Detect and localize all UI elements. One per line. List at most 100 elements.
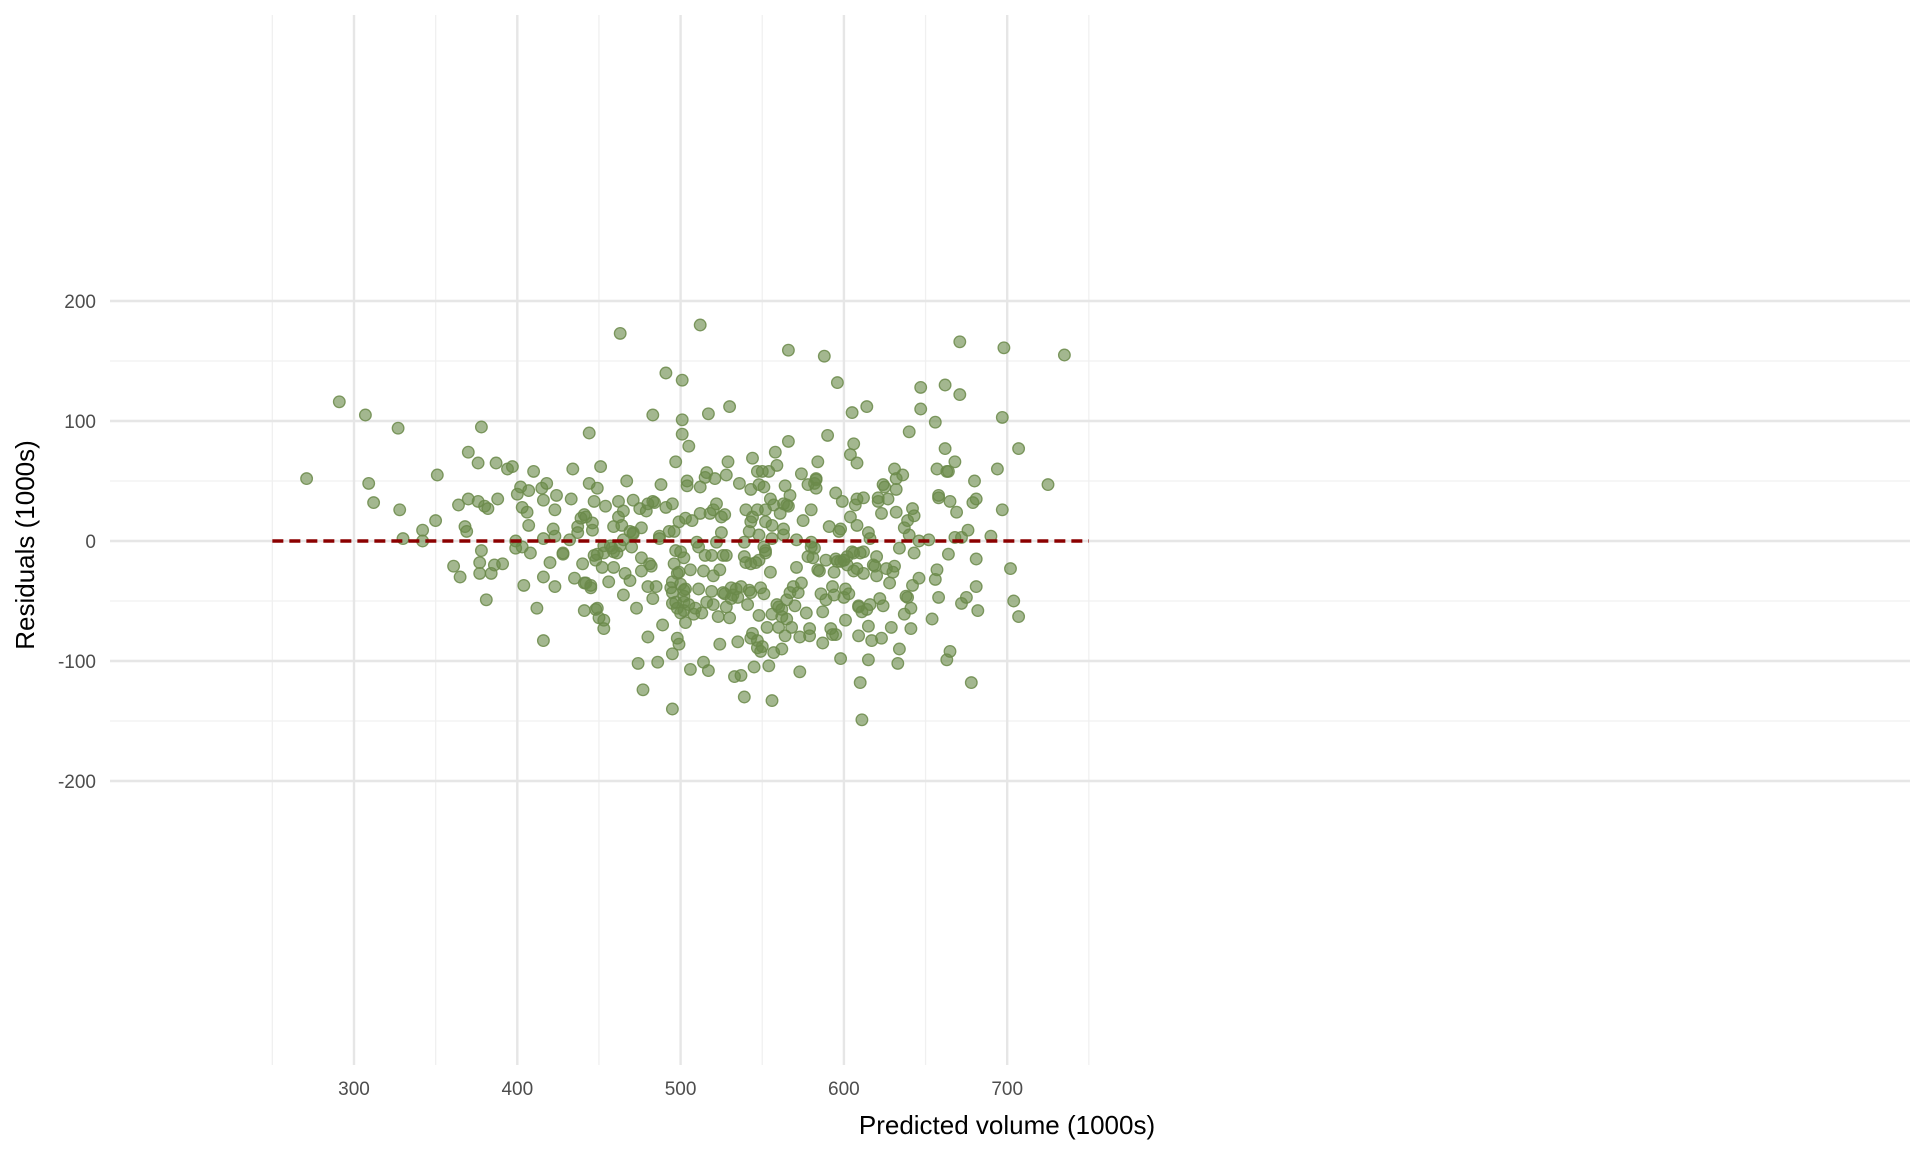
- data-point: [646, 592, 660, 606]
- data-point: [904, 622, 918, 636]
- data-point: [811, 455, 825, 469]
- data-point: [566, 462, 580, 476]
- data-point: [777, 522, 790, 536]
- data-point: [680, 479, 694, 493]
- data-point: [416, 523, 430, 537]
- data-point: [654, 478, 668, 492]
- data-point: [765, 518, 779, 532]
- data-point: [672, 565, 686, 579]
- data-point: [693, 318, 707, 332]
- data-point: [584, 581, 598, 595]
- data-point: [1012, 610, 1026, 624]
- data-point: [723, 400, 737, 414]
- data-point: [430, 468, 444, 482]
- data-point: [626, 493, 640, 507]
- data-point: [556, 547, 570, 561]
- data-point: [816, 605, 830, 619]
- data-point: [888, 559, 901, 573]
- data-point: [902, 425, 916, 439]
- data-point: [672, 637, 686, 651]
- data-point: [878, 480, 892, 494]
- data-point: [943, 494, 957, 508]
- data-point: [1012, 442, 1026, 456]
- data-point: [884, 620, 898, 634]
- data-point: [969, 492, 983, 506]
- data-point: [746, 451, 759, 465]
- data-point: [752, 608, 766, 622]
- data-point: [948, 455, 962, 469]
- data-point: [812, 564, 826, 578]
- data-point: [990, 462, 1004, 476]
- data-point: [870, 569, 884, 583]
- data-point: [759, 546, 772, 560]
- data-point: [429, 514, 443, 528]
- data-point: [781, 434, 795, 448]
- data-point: [1041, 478, 1055, 492]
- data-point: [783, 488, 797, 502]
- data-point: [1057, 348, 1071, 362]
- data-point: [452, 498, 465, 512]
- data-point: [803, 629, 817, 643]
- data-point: [889, 505, 903, 519]
- data-point: [817, 349, 831, 363]
- data-point: [1004, 562, 1017, 576]
- data-point: [757, 480, 771, 494]
- data-point: [755, 640, 769, 654]
- data-point: [875, 506, 888, 520]
- data-point: [734, 668, 748, 682]
- data-point: [683, 563, 697, 577]
- data-point: [731, 635, 745, 649]
- data-point: [781, 343, 795, 357]
- data-point: [548, 503, 562, 517]
- data-point: [713, 563, 727, 577]
- data-point: [827, 565, 841, 579]
- data-point: [941, 547, 955, 561]
- data-point: [847, 437, 861, 451]
- data-point: [577, 604, 591, 618]
- data-point: [620, 474, 634, 488]
- data-point: [682, 439, 696, 453]
- data-point: [930, 563, 944, 577]
- x-tick-label: 400: [501, 1079, 533, 1100]
- data-point: [928, 415, 942, 429]
- data-point: [857, 491, 870, 505]
- data-point: [708, 472, 722, 486]
- data-point: [969, 552, 983, 566]
- data-point: [481, 502, 495, 516]
- data-point: [785, 620, 799, 634]
- data-point: [714, 526, 728, 540]
- data-point: [522, 484, 536, 498]
- data-point: [474, 544, 488, 558]
- y-tick-label: 200: [64, 292, 96, 313]
- data-point: [679, 616, 692, 630]
- data-point: [829, 628, 843, 642]
- data-point: [790, 560, 803, 574]
- data-point: [732, 476, 746, 490]
- data-point: [471, 456, 485, 470]
- x-tick-label: 600: [828, 1079, 860, 1100]
- data-point: [599, 499, 612, 513]
- data-point: [881, 492, 895, 506]
- y-tick-label: -200: [58, 772, 96, 793]
- data-point: [692, 582, 706, 596]
- data-point: [665, 497, 679, 511]
- data-point: [953, 335, 967, 349]
- data-point: [875, 631, 888, 645]
- data-point: [701, 407, 715, 421]
- data-point: [943, 644, 957, 658]
- data-point: [491, 492, 505, 506]
- data-point: [636, 683, 650, 697]
- data-point: [870, 550, 884, 564]
- data-point: [719, 468, 733, 482]
- data-point: [576, 557, 590, 571]
- data-point: [892, 541, 906, 555]
- data-point: [995, 410, 1009, 424]
- data-point: [536, 493, 550, 507]
- data-point: [550, 488, 563, 502]
- data-point: [594, 460, 608, 474]
- data-point: [718, 508, 732, 522]
- data-point: [473, 556, 487, 570]
- data-point: [602, 575, 616, 589]
- data-point: [891, 656, 905, 670]
